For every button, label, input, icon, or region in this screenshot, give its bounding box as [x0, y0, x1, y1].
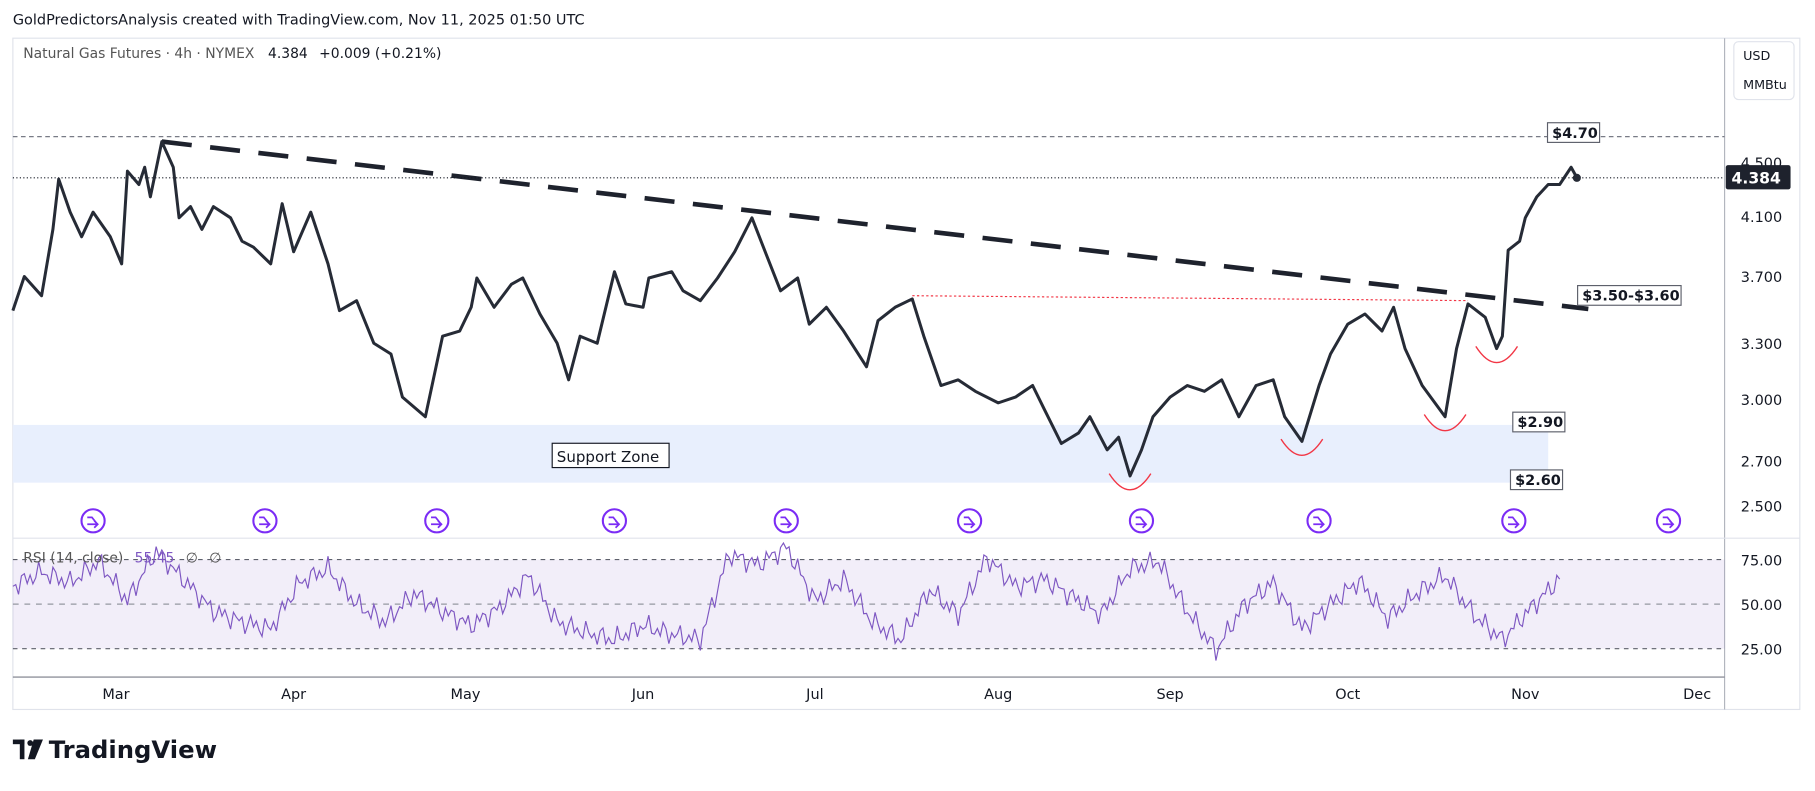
event-arrow — [608, 516, 621, 529]
event-arrow — [1508, 516, 1520, 529]
rsi-tick-label: 25.00 — [1741, 642, 1782, 658]
event-arrow — [1313, 516, 1325, 529]
event-arrow — [87, 516, 99, 529]
currency-label: USD — [1743, 49, 1770, 64]
unit-selector[interactable]: USD MMBtu — [1733, 41, 1795, 101]
event-arrow — [963, 516, 976, 529]
time-tick-label: May — [451, 687, 481, 703]
event-marker-icon[interactable] — [773, 508, 799, 534]
event-arrow — [1662, 516, 1675, 529]
label-box — [551, 442, 670, 469]
event-arrow — [431, 516, 443, 529]
label-box — [1512, 411, 1566, 433]
time-tick-label: Mar — [102, 687, 129, 703]
chart-frame — [12, 37, 1801, 711]
time-tick-label: Aug — [984, 687, 1012, 703]
rsi-legend: RSI (14, close) 55.45 ∅ ∅ — [23, 550, 221, 566]
event-marker-icon[interactable] — [1501, 508, 1527, 534]
price-change: +0.009 (+0.21%) — [319, 46, 441, 62]
event-marker-icon[interactable] — [424, 508, 450, 534]
event-circle — [252, 508, 278, 534]
event-circle — [1655, 508, 1682, 534]
price-tick-label: 3.700 — [1741, 270, 1782, 286]
event-circle — [601, 508, 628, 534]
time-tick-label: Oct — [1335, 687, 1360, 703]
event-circle — [1128, 508, 1155, 534]
event-marker-icon[interactable] — [80, 508, 106, 534]
trough-arc — [1423, 414, 1467, 432]
time-tick-label: Nov — [1511, 687, 1540, 703]
svg-text:Natural Gas Futures · 4h · NYM: Natural Gas Futures · 4h · NYMEX 4.384 +… — [23, 46, 441, 62]
attribution-text: GoldPredictorsAnalysis created with Trad… — [13, 12, 585, 28]
badge-bg — [1725, 165, 1791, 190]
time-tick-label: Jul — [805, 687, 823, 703]
resistance-label: $4.70 — [1546, 122, 1601, 143]
support-zone — [12, 424, 1549, 483]
event-marker-icon[interactable] — [1655, 508, 1682, 534]
label-box — [1546, 122, 1601, 143]
event-marker-icon[interactable] — [252, 508, 278, 534]
event-marker-icon[interactable] — [601, 508, 628, 534]
symbol-legend: Natural Gas Futures · 4h · NYMEX 4.384 +… — [23, 46, 441, 62]
event-circle — [1306, 508, 1332, 534]
time-tick-label: Sep — [1156, 687, 1183, 703]
time-tick-label: Jun — [631, 687, 655, 703]
support-low-label: $2.60 — [1509, 469, 1564, 491]
time-tick-label: Apr — [281, 687, 306, 703]
price-tick-label: 2.700 — [1741, 454, 1782, 470]
neckline-dotted — [912, 295, 1469, 302]
time-tick-label: Dec — [1683, 687, 1711, 703]
trough-arc — [1475, 345, 1519, 364]
trough-arc — [1108, 473, 1152, 491]
event-circle — [1501, 508, 1527, 534]
current-price-badge: 4.384 — [1725, 165, 1791, 190]
rsi-tick-label: 50.00 — [1741, 598, 1782, 614]
symbol-name: Natural Gas Futures · 4h · NYMEX — [23, 46, 255, 62]
rsi-series-line — [12, 541, 1561, 661]
event-circle — [773, 508, 799, 534]
event-marker-icon[interactable] — [956, 508, 983, 534]
label-text: $3.50-$3.60 — [1582, 289, 1679, 305]
current-price-label: 4.384 — [1732, 170, 1782, 188]
support-zone-label: Support Zone — [551, 442, 670, 469]
unit-label: MMBtu — [1743, 78, 1787, 93]
rsi-tick-label: 75.00 — [1741, 553, 1782, 569]
event-circle — [80, 508, 106, 534]
tradingview-logo-icon — [12, 739, 43, 760]
event-arrow — [259, 516, 271, 529]
label-text: $2.60 — [1515, 473, 1561, 489]
label-box — [1577, 284, 1682, 306]
logo-text: TradingView — [49, 735, 217, 764]
event-circle — [956, 508, 983, 534]
price-tick-label: 3.300 — [1741, 337, 1782, 353]
event-arrow — [1135, 516, 1148, 529]
support-high-label: $2.90 — [1512, 411, 1566, 433]
event-marker-icon[interactable] — [1128, 508, 1155, 534]
price-series-line — [11, 140, 1579, 478]
event-marker-icon[interactable] — [1306, 508, 1332, 534]
price-tick-label: 2.500 — [1741, 499, 1782, 515]
price-tick-label: 4.100 — [1741, 210, 1782, 226]
trough-arc — [1280, 438, 1324, 456]
label-box — [1509, 469, 1564, 491]
event-circle — [424, 508, 450, 534]
support-zone-text: Support Zone — [557, 448, 659, 466]
tradingview-logo[interactable]: TradingView — [12, 735, 217, 764]
last-price: 4.384 — [268, 46, 308, 62]
trendline-label: $3.50-$3.60 — [1577, 284, 1682, 306]
price-tick-label: 3.000 — [1741, 393, 1782, 409]
event-arrow — [780, 516, 793, 529]
label-text: $2.90 — [1517, 415, 1563, 431]
label-text: $4.70 — [1552, 126, 1598, 142]
